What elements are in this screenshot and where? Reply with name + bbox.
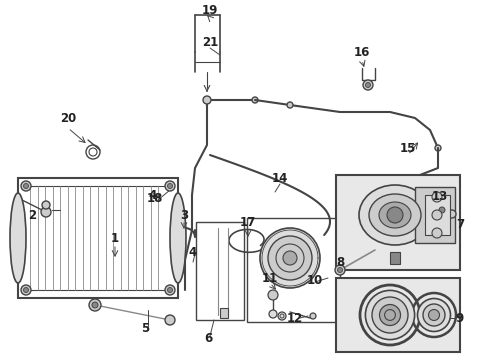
Circle shape bbox=[365, 82, 370, 87]
Circle shape bbox=[267, 236, 311, 280]
Text: 4: 4 bbox=[188, 246, 197, 258]
Text: 8: 8 bbox=[335, 256, 344, 269]
Ellipse shape bbox=[170, 193, 185, 283]
Text: 19: 19 bbox=[202, 4, 218, 17]
Circle shape bbox=[164, 181, 175, 191]
Circle shape bbox=[42, 201, 50, 209]
Circle shape bbox=[309, 313, 315, 319]
Circle shape bbox=[362, 80, 372, 90]
Bar bbox=[424, 195, 449, 235]
Circle shape bbox=[365, 291, 414, 339]
Bar bbox=[246, 218, 339, 322]
Ellipse shape bbox=[358, 185, 430, 245]
Text: 2: 2 bbox=[28, 208, 36, 221]
Bar bbox=[18, 178, 178, 298]
Text: 11: 11 bbox=[262, 271, 278, 284]
Text: 3: 3 bbox=[180, 208, 188, 221]
Text: 15: 15 bbox=[399, 141, 415, 154]
Circle shape bbox=[337, 267, 342, 273]
Circle shape bbox=[286, 102, 292, 108]
Circle shape bbox=[260, 228, 319, 288]
Ellipse shape bbox=[368, 194, 420, 236]
Bar bbox=[335, 278, 459, 352]
Text: 14: 14 bbox=[271, 171, 287, 185]
Circle shape bbox=[379, 305, 400, 325]
Circle shape bbox=[431, 210, 441, 220]
Circle shape bbox=[23, 184, 28, 189]
Circle shape bbox=[283, 251, 296, 265]
Circle shape bbox=[386, 207, 402, 223]
Circle shape bbox=[251, 97, 258, 103]
Circle shape bbox=[431, 228, 441, 238]
Ellipse shape bbox=[10, 193, 26, 283]
Circle shape bbox=[23, 288, 28, 292]
Circle shape bbox=[167, 184, 172, 189]
Text: 9: 9 bbox=[455, 311, 463, 324]
Circle shape bbox=[278, 312, 285, 320]
Bar bbox=[414, 187, 454, 243]
Circle shape bbox=[422, 304, 444, 326]
Text: 20: 20 bbox=[60, 112, 76, 125]
Text: 10: 10 bbox=[306, 274, 323, 287]
Circle shape bbox=[164, 315, 175, 325]
Circle shape bbox=[167, 288, 172, 292]
Circle shape bbox=[268, 310, 276, 318]
Circle shape bbox=[435, 204, 447, 216]
Text: 7: 7 bbox=[455, 217, 463, 230]
Circle shape bbox=[371, 297, 407, 333]
Circle shape bbox=[434, 145, 440, 151]
Bar bbox=[220, 308, 227, 318]
Circle shape bbox=[447, 210, 455, 218]
Circle shape bbox=[89, 299, 101, 311]
Circle shape bbox=[92, 302, 98, 308]
Circle shape bbox=[438, 207, 444, 213]
Circle shape bbox=[427, 310, 439, 320]
Text: 17: 17 bbox=[240, 216, 256, 229]
Text: 1: 1 bbox=[111, 231, 119, 244]
Circle shape bbox=[164, 285, 175, 295]
Text: 5: 5 bbox=[141, 321, 149, 334]
Bar bbox=[196, 222, 244, 320]
Text: 13: 13 bbox=[431, 189, 447, 202]
Ellipse shape bbox=[378, 202, 410, 228]
Circle shape bbox=[21, 285, 31, 295]
Text: 18: 18 bbox=[146, 192, 163, 204]
Text: 12: 12 bbox=[286, 311, 303, 324]
Circle shape bbox=[431, 192, 441, 202]
Text: 6: 6 bbox=[203, 332, 212, 345]
Text: 4: 4 bbox=[148, 189, 157, 202]
Circle shape bbox=[334, 265, 345, 275]
Circle shape bbox=[203, 96, 210, 104]
Text: 21: 21 bbox=[202, 36, 218, 49]
Circle shape bbox=[267, 290, 278, 300]
Circle shape bbox=[417, 298, 449, 332]
Bar bbox=[389, 252, 399, 264]
Circle shape bbox=[21, 181, 31, 191]
Bar bbox=[335, 175, 459, 270]
Text: 16: 16 bbox=[353, 45, 369, 59]
Circle shape bbox=[41, 207, 51, 217]
